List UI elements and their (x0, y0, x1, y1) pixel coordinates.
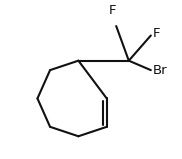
Text: F: F (153, 27, 161, 40)
Text: F: F (108, 4, 116, 17)
Text: Br: Br (153, 64, 168, 77)
